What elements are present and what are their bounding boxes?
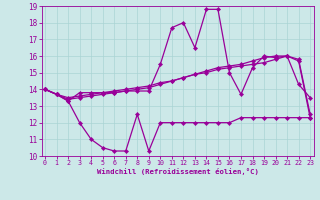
X-axis label: Windchill (Refroidissement éolien,°C): Windchill (Refroidissement éolien,°C) bbox=[97, 168, 259, 175]
